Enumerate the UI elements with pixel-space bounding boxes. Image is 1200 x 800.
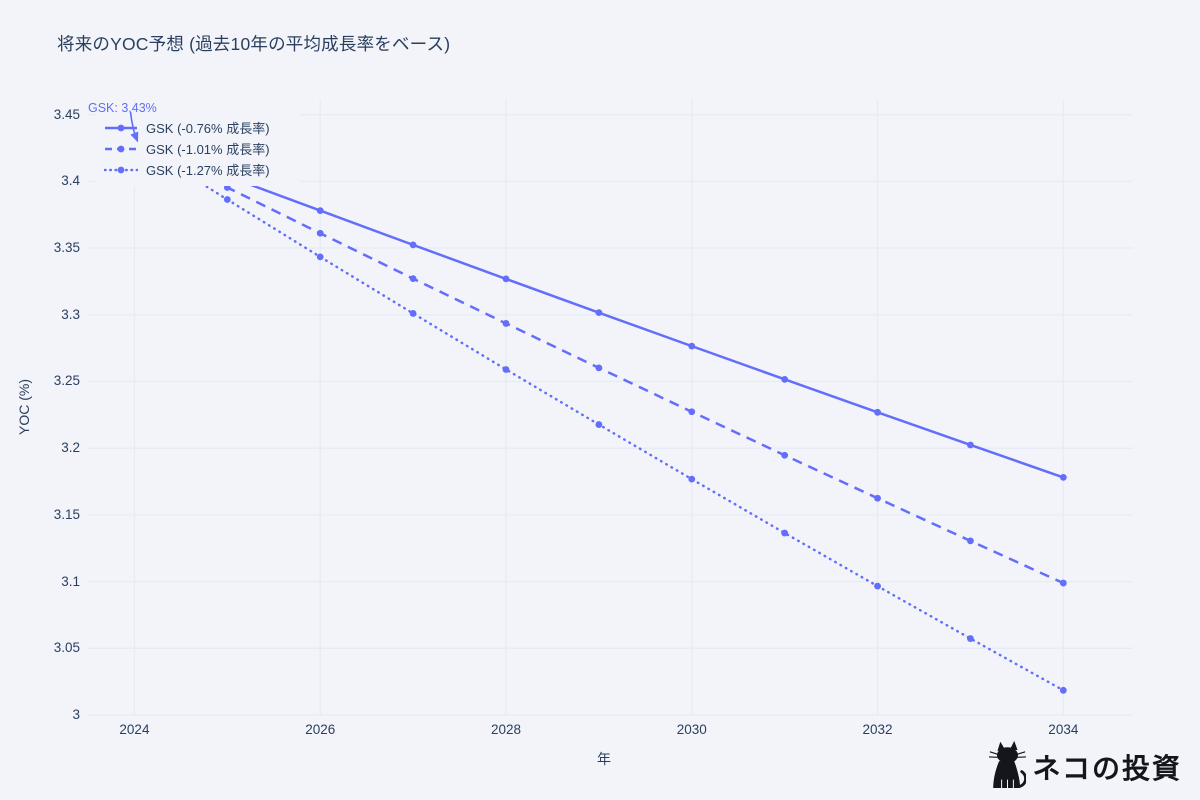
legend-line-sample — [105, 145, 137, 152]
data-point[interactable] — [1059, 579, 1067, 587]
data-point[interactable] — [502, 275, 510, 283]
x-tick-label: 2034 — [1048, 722, 1079, 737]
y-tick-label: 3 — [72, 707, 80, 722]
x-tick-label: 2030 — [676, 722, 707, 737]
annotation-gsk-current: GSK: 3.43% — [88, 101, 157, 115]
data-point[interactable] — [874, 408, 881, 416]
series-line[interactable] — [133, 140, 1065, 692]
y-tick-label: 3.2 — [61, 440, 80, 456]
data-point[interactable] — [967, 635, 974, 642]
legend-label: GSK (-1.27% 成長率) — [146, 163, 270, 178]
legend-label: GSK (-0.76% 成長率) — [146, 121, 270, 136]
legend-label: GSK (-1.01% 成長率) — [146, 142, 270, 157]
y-tick-label: 3.35 — [53, 240, 80, 256]
y-tick-label: 3.45 — [53, 106, 80, 122]
x-tick-label: 2026 — [305, 722, 336, 737]
data-point[interactable] — [595, 309, 603, 317]
watermark-text: ネコの投資 — [1032, 752, 1182, 785]
legend: GSK (-0.76% 成長率) GSK (-1.01% 成長率) GSK (-1.… — [96, 112, 300, 186]
legend-item-2[interactable]: GSK (-1.27% 成長率) — [104, 159, 300, 180]
data-point[interactable] — [1059, 686, 1067, 694]
data-point[interactable] — [967, 441, 974, 449]
y-tick-label: 3.05 — [53, 640, 80, 656]
data-point[interactable] — [967, 537, 974, 545]
data-point[interactable] — [316, 253, 324, 261]
legend-line-sample — [105, 124, 137, 131]
data-point[interactable] — [595, 364, 603, 372]
data-point[interactable] — [223, 196, 231, 203]
series-2[interactable] — [131, 137, 1067, 694]
data-point[interactable] — [874, 494, 881, 502]
x-tick-label: 2032 — [862, 722, 893, 737]
data-point[interactable] — [502, 320, 510, 327]
data-point[interactable] — [688, 342, 696, 350]
data-point[interactable] — [316, 207, 324, 214]
data-point[interactable] — [874, 582, 881, 590]
series-line[interactable] — [133, 140, 1064, 585]
legend-line-sample — [104, 166, 138, 173]
x-tick-label: 2024 — [119, 722, 150, 737]
y-tick-label: 3.1 — [61, 573, 80, 589]
y-tick-label: 3.4 — [61, 173, 80, 189]
cat-logo-icon — [988, 740, 1026, 789]
data-point[interactable] — [502, 366, 510, 373]
watermark: ネコの投資 — [988, 740, 1182, 794]
data-point[interactable] — [409, 275, 417, 283]
data-point[interactable] — [409, 241, 417, 249]
y-tick-label: 3.3 — [61, 306, 80, 322]
data-point[interactable] — [781, 375, 789, 383]
y-tick-label: 3.25 — [53, 373, 80, 389]
data-point[interactable] — [688, 408, 696, 416]
data-point[interactable] — [595, 421, 603, 428]
x-axis-title: 年 — [597, 751, 611, 767]
data-point[interactable] — [781, 451, 789, 459]
data-point[interactable] — [688, 475, 696, 483]
data-point[interactable] — [781, 529, 789, 537]
data-point[interactable] — [316, 229, 324, 237]
y-axis-title: YOC (%) — [16, 379, 32, 435]
x-tick-label: 2028 — [490, 722, 522, 737]
legend-item-1[interactable]: GSK (-1.01% 成長率) — [104, 138, 300, 159]
series-1[interactable] — [131, 137, 1067, 587]
legend-item-0[interactable]: GSK (-0.76% 成長率) — [104, 117, 300, 138]
data-point[interactable] — [1059, 474, 1067, 481]
series-0[interactable] — [131, 137, 1067, 481]
chart-title: 将来のYOC予想 (過去10年の平均成長率をベース) — [57, 34, 451, 54]
data-point[interactable] — [409, 310, 417, 317]
y-tick-label: 3.15 — [53, 506, 80, 522]
